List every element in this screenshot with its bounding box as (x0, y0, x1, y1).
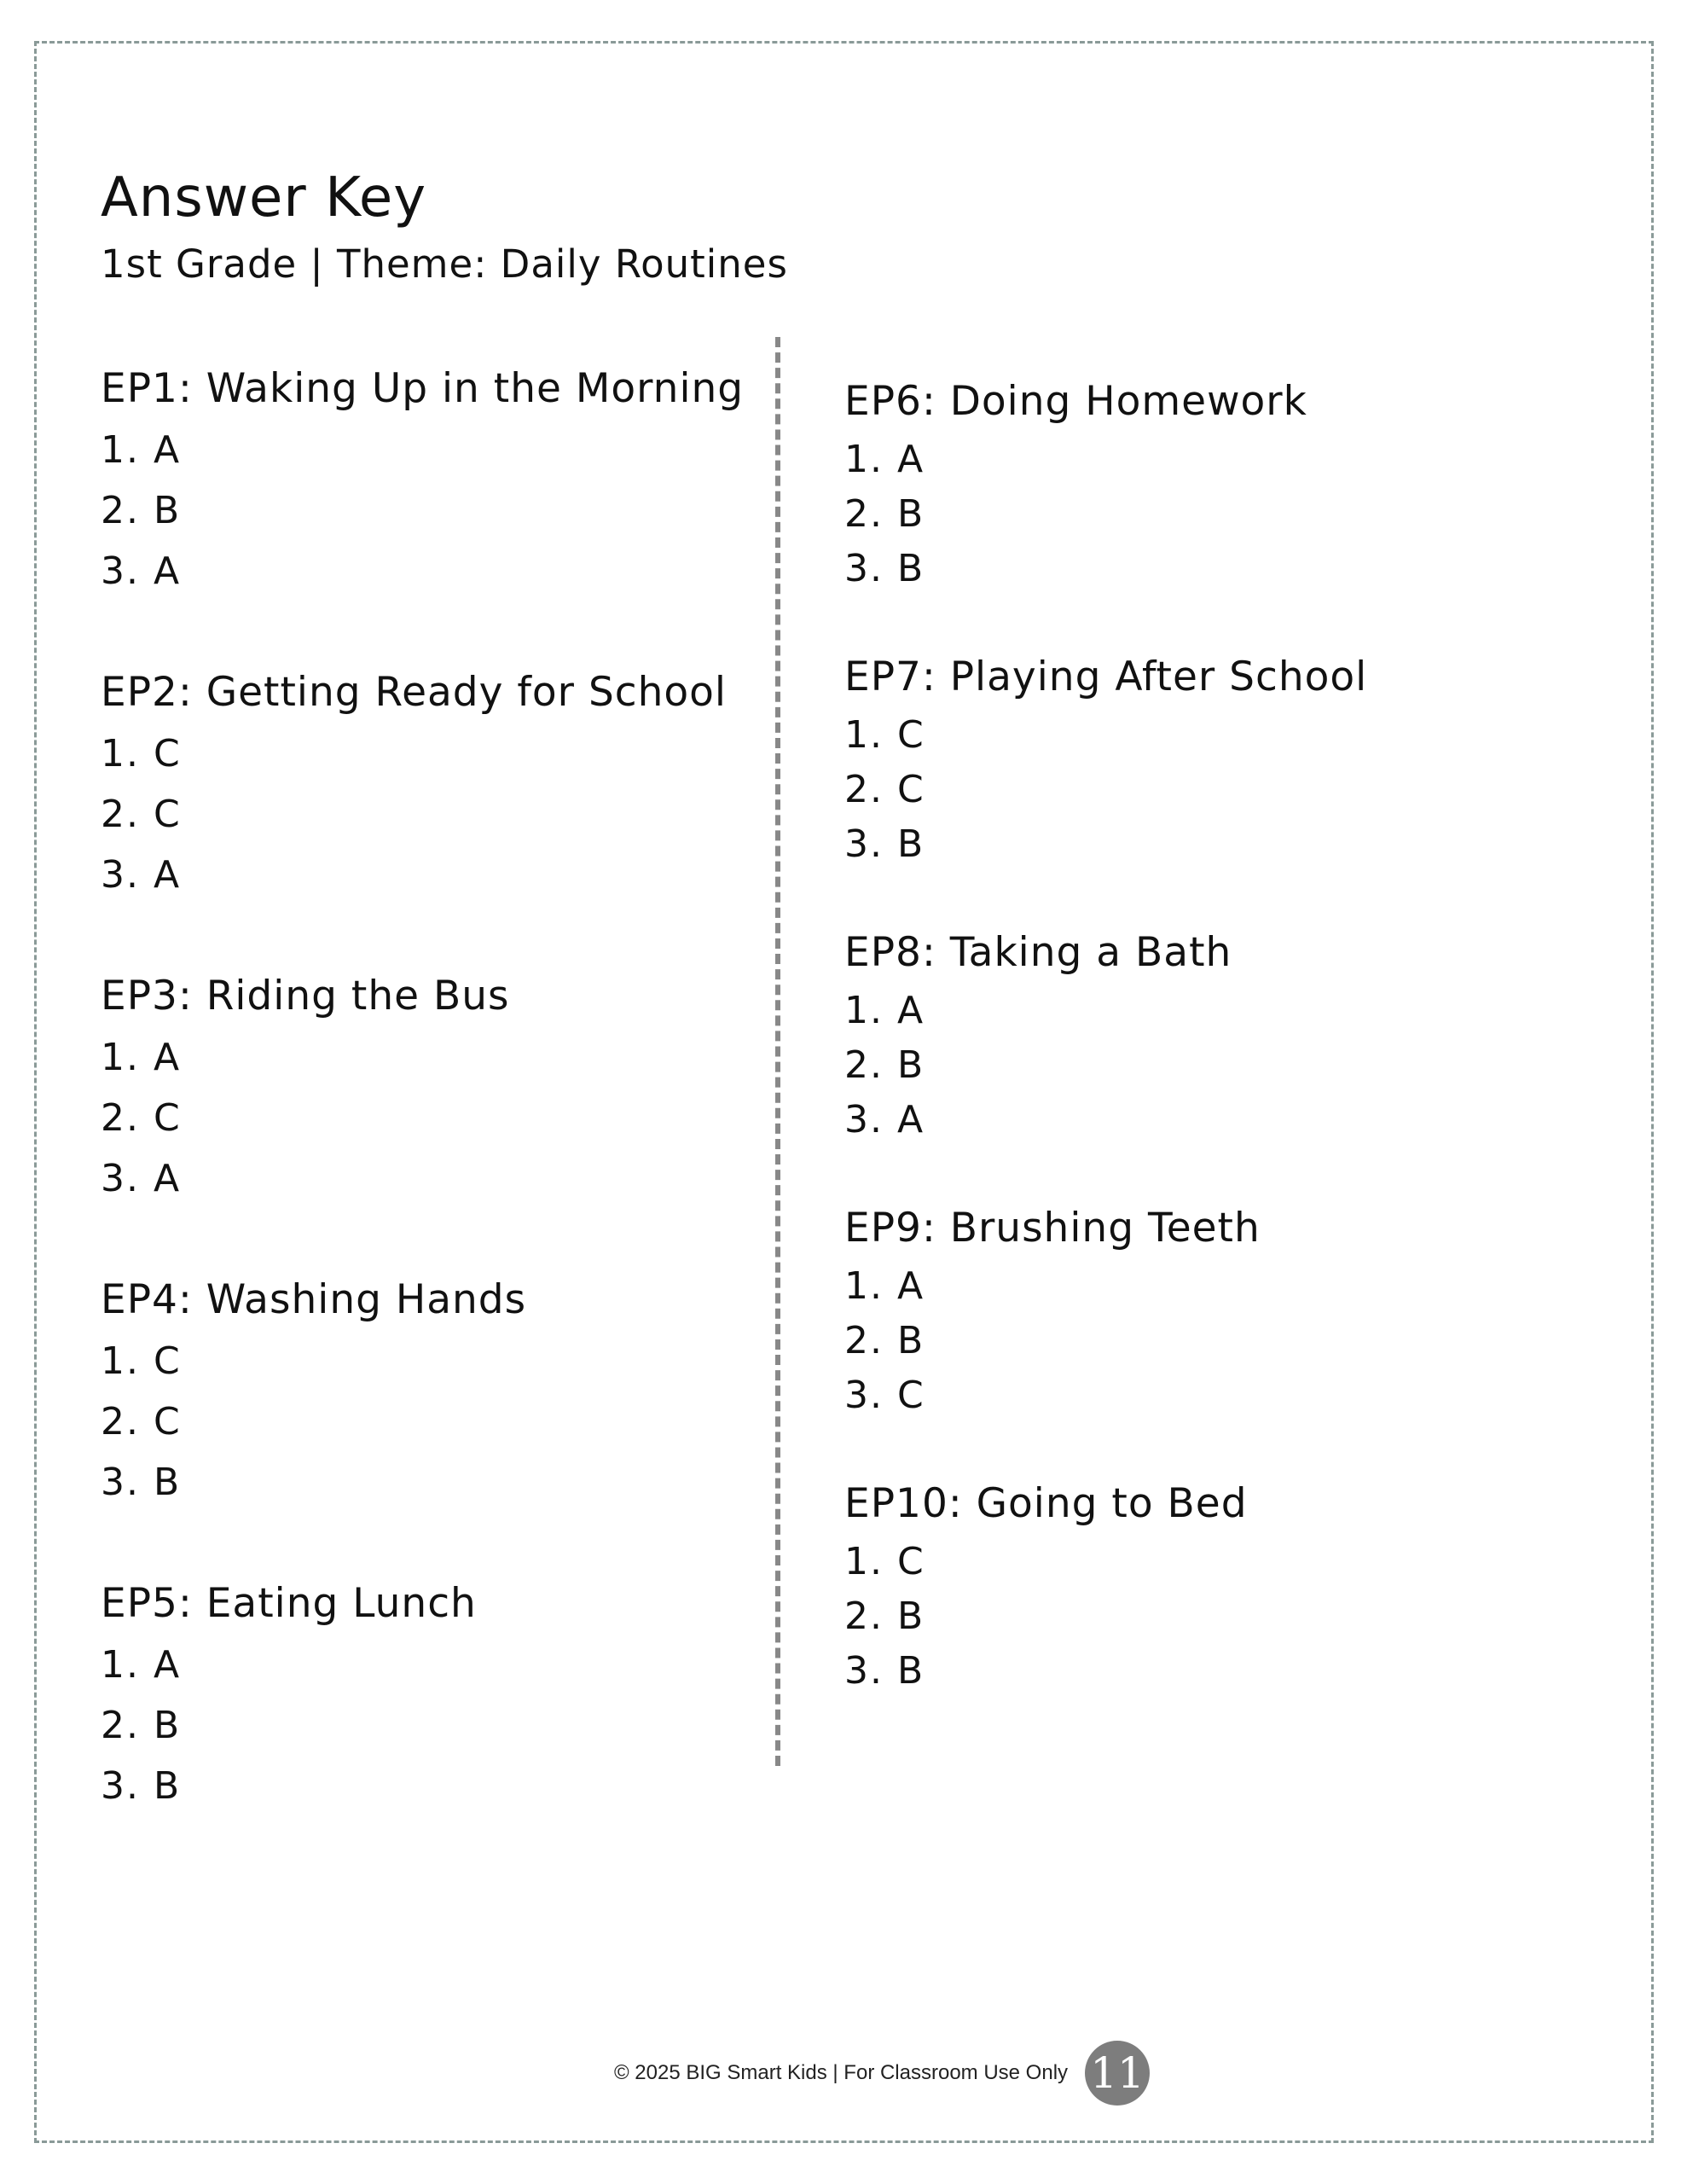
answer-item: 2. B (844, 492, 925, 536)
episode-section: EP3: Riding the Bus 1. A 2. C 3. A (101, 966, 744, 1269)
answer-item: 1. A (844, 1264, 925, 1308)
answer-item: 3. B (844, 547, 925, 590)
episode-title: EP7: Playing After School (844, 653, 1368, 700)
footer-text: © 2025 BIG Smart Kids | For Classroom Us… (613, 2061, 1069, 2084)
right-column: EP6: Doing Homework 1. A 2. B 3. B EP7: Play… (844, 371, 1367, 1749)
page-border (34, 41, 1654, 2143)
answer-item: 2. B (101, 489, 182, 532)
episode-title: EP4: Washing Hands (101, 1276, 527, 1323)
answer-item: 2. B (844, 1043, 925, 1087)
episode-title: EP2: Getting Ready for School (101, 669, 727, 716)
footer: © 2025 BIG Smart Kids | For Classroom Us… (0, 2039, 1687, 2107)
episode-title: EP6: Doing Homework (844, 378, 1307, 425)
page-title: Answer Key (101, 166, 427, 229)
episode-section: EP7: Playing After School 1. C 2. C 3. B (844, 647, 1367, 922)
episode-section: EP1: Waking Up in the Morning 1. A 2. B 3. … (101, 358, 744, 662)
episode-section: EP5: Eating Lunch 1. A 2. B 3. B (101, 1573, 744, 1877)
episode-title: EP5: Eating Lunch (101, 1580, 477, 1627)
answer-item: 3. B (101, 1764, 182, 1808)
episode-title: EP1: Waking Up in the Morning (101, 365, 745, 412)
episode-section: EP6: Doing Homework 1. A 2. B 3. B (844, 371, 1367, 647)
answer-item: 2. C (101, 1400, 182, 1443)
answer-item: 3. A (101, 1157, 182, 1200)
answer-item: 2. B (844, 1319, 925, 1362)
answer-item: 1. A (101, 428, 182, 472)
answer-item: 1. A (101, 1036, 182, 1079)
page-number-badge: 11 (1085, 2041, 1151, 2106)
answer-item: 2. C (844, 768, 925, 811)
answer-item: 2. B (844, 1594, 925, 1638)
answer-item: 2. C (101, 1096, 182, 1140)
answer-item: 1. A (844, 438, 925, 481)
answer-item: 1. C (844, 1540, 925, 1583)
answer-item: 1. C (844, 713, 925, 757)
episode-title: EP8: Taking a Bath (844, 929, 1232, 976)
episode-section: EP9: Brushing Teeth 1. A 2. B 3. C (844, 1198, 1367, 1473)
answer-item: 1. A (844, 989, 925, 1032)
page-subtitle: 1st Grade | Theme: Daily Routines (101, 241, 788, 287)
column-divider (775, 337, 780, 1766)
answer-item: 3. B (844, 822, 925, 866)
answer-item: 1. C (101, 732, 182, 775)
answer-item: 3. A (101, 853, 182, 897)
episode-title: EP3: Riding the Bus (101, 973, 510, 1019)
answer-item: 3. A (101, 549, 182, 593)
answer-item: 3. B (101, 1461, 182, 1504)
episode-section: EP4: Washing Hands 1. C 2. C 3. B (101, 1269, 744, 1573)
episode-section: EP8: Taking a Bath 1. A 2. B 3. A (844, 922, 1367, 1198)
episode-section: EP2: Getting Ready for School 1. C 2. C 3. … (101, 662, 744, 966)
answer-item: 2. C (101, 793, 182, 836)
answer-item: 3. A (844, 1098, 925, 1141)
episode-title: EP9: Brushing Teeth (844, 1205, 1261, 1252)
answer-item: 1. C (101, 1339, 182, 1383)
episode-section: EP10: Going to Bed 1. C 2. B 3. B (844, 1473, 1367, 1749)
left-column: EP1: Waking Up in the Morning 1. A 2. B 3. … (101, 358, 744, 1877)
answer-item: 3. C (844, 1374, 925, 1417)
answer-item: 1. A (101, 1643, 182, 1687)
episode-title: EP10: Going to Bed (844, 1480, 1248, 1527)
answer-item: 3. B (844, 1649, 925, 1693)
answer-item: 2. B (101, 1704, 182, 1747)
